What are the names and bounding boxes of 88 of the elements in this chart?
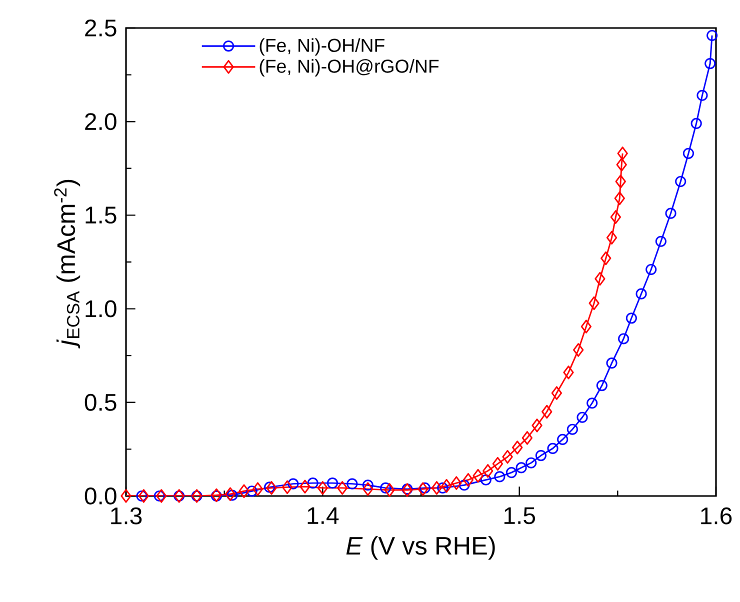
point bbox=[362, 482, 374, 496]
point bbox=[502, 450, 513, 464]
point bbox=[596, 380, 608, 392]
point bbox=[462, 473, 474, 487]
point bbox=[636, 288, 647, 300]
point bbox=[512, 440, 523, 454]
point bbox=[482, 464, 494, 478]
point bbox=[665, 208, 676, 219]
point bbox=[626, 312, 637, 324]
point bbox=[246, 486, 258, 497]
point bbox=[480, 474, 492, 486]
point bbox=[586, 398, 598, 409]
point bbox=[300, 480, 310, 494]
point bbox=[572, 343, 584, 357]
point bbox=[696, 90, 708, 101]
point bbox=[226, 490, 238, 501]
point bbox=[472, 468, 484, 483]
point bbox=[542, 404, 552, 419]
point bbox=[120, 489, 132, 503]
point bbox=[610, 210, 622, 224]
point bbox=[516, 462, 527, 474]
point bbox=[437, 482, 448, 494]
point bbox=[431, 481, 442, 495]
point bbox=[535, 450, 546, 462]
legend-label: (Fe, Ni)-OH@rGO/NF bbox=[260, 59, 439, 77]
y-tick-label: 1.5 bbox=[86, 206, 116, 224]
point bbox=[532, 418, 542, 432]
point bbox=[522, 431, 533, 445]
point bbox=[317, 481, 328, 495]
x-tick-label: 1.6 bbox=[701, 507, 732, 524]
x-tick-label: 1.4 bbox=[308, 507, 339, 524]
y-axis-title: j$_{ECSA}$ (mAcm$^{-2}$) bbox=[54, 180, 80, 348]
x-axis-title: E (V vs RHE) bbox=[346, 536, 495, 560]
x-tick-label: 1.5 bbox=[504, 507, 535, 524]
point bbox=[380, 482, 392, 494]
point bbox=[594, 272, 606, 286]
point bbox=[346, 478, 358, 490]
point bbox=[704, 58, 716, 70]
point bbox=[458, 480, 470, 491]
point bbox=[224, 487, 236, 501]
y-tick-label: 0.0 bbox=[84, 487, 116, 504]
point bbox=[566, 424, 578, 435]
point bbox=[156, 489, 167, 503]
point bbox=[547, 442, 558, 454]
point bbox=[606, 358, 618, 369]
point bbox=[563, 366, 574, 380]
point bbox=[362, 480, 374, 491]
point bbox=[646, 264, 657, 276]
point bbox=[307, 478, 318, 489]
point bbox=[326, 478, 338, 489]
y-tick-label: 2.0 bbox=[85, 113, 116, 130]
point bbox=[675, 176, 686, 188]
point bbox=[288, 478, 299, 490]
point bbox=[690, 118, 702, 129]
point bbox=[494, 471, 506, 482]
point bbox=[614, 191, 625, 206]
point bbox=[526, 457, 537, 468]
point bbox=[418, 482, 428, 496]
point bbox=[557, 434, 568, 445]
y-tick-label: 1.0 bbox=[86, 300, 116, 318]
point bbox=[655, 236, 666, 247]
point bbox=[617, 146, 628, 160]
point bbox=[576, 412, 588, 423]
point bbox=[616, 158, 627, 172]
point bbox=[282, 480, 293, 494]
point bbox=[451, 476, 462, 490]
point bbox=[600, 251, 612, 266]
point bbox=[492, 456, 504, 471]
point bbox=[588, 296, 600, 310]
point bbox=[682, 148, 694, 159]
point bbox=[580, 320, 592, 334]
point bbox=[706, 30, 718, 42]
point bbox=[618, 333, 630, 344]
point bbox=[337, 481, 348, 495]
point bbox=[419, 482, 430, 494]
point bbox=[615, 174, 626, 188]
point bbox=[551, 386, 562, 400]
x-tick-label: 1.3 bbox=[111, 507, 142, 524]
point bbox=[506, 467, 517, 478]
y-tick-label: 2.5 bbox=[85, 19, 116, 36]
point bbox=[252, 482, 264, 496]
legend-label: (Fe, Ni)-OH/NF bbox=[260, 38, 384, 56]
point bbox=[441, 479, 452, 493]
point bbox=[238, 484, 250, 498]
point bbox=[606, 230, 618, 245]
point bbox=[384, 483, 395, 497]
point bbox=[154, 490, 165, 502]
y-tick-label: 0.5 bbox=[84, 394, 116, 411]
